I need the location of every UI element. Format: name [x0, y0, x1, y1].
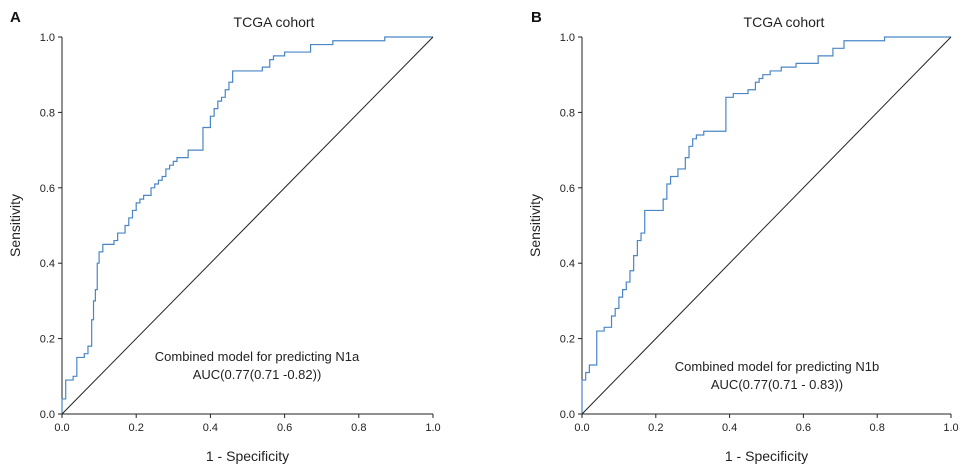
- y-tick-label: 0.4: [560, 258, 575, 270]
- y-tick-label: 0.2: [40, 334, 55, 346]
- panel-b: B TCGA cohort 0.0 0.2 0.4 0.6 0.8 1.0 0.0 0.2 0.4 0…: [484, 0, 968, 472]
- model-annotation: Combined model for predicting N1b: [675, 359, 880, 374]
- x-tick-label: 1.0: [943, 422, 958, 434]
- x-tick-label: 0.4: [722, 422, 737, 434]
- y-tick-label: 0.0: [40, 409, 55, 421]
- x-tick-label: 0.4: [203, 422, 218, 434]
- x-tick-label: 0.0: [54, 422, 69, 434]
- reference-diagonal-line: [61, 36, 434, 415]
- x-tick-label: 0.2: [129, 422, 144, 434]
- y-tick-label: 0.8: [560, 107, 575, 119]
- auc-annotation: AUC(0.77(0.71 - 0.83)): [711, 377, 843, 392]
- roc-chart-a: A TCGA cohort 0.0 0.2 0.4 0.6 0.8 1.0 0.0 0.2 0.4 0…: [7, 9, 441, 464]
- auc-annotation: AUC(0.77(0.71 -0.82)): [193, 367, 322, 382]
- roc-chart-b: B TCGA cohort 0.0 0.2 0.4 0.6 0.8 1.0 0.0 0.2 0.4 0…: [527, 9, 959, 464]
- x-tick-label: 1.0: [425, 422, 440, 434]
- reference-diagonal-line: [581, 36, 952, 415]
- panel-letter: B: [531, 9, 542, 26]
- y-tick-label: 0.6: [40, 183, 55, 195]
- x-tick-label: 0.6: [796, 422, 811, 434]
- x-axis-title: 1 - Specificity: [206, 448, 289, 464]
- y-tick-label: 1.0: [560, 32, 575, 44]
- y-axis-title: Sensitivity: [7, 194, 23, 257]
- roc-curve-line: [61, 36, 433, 414]
- x-axis-title: 1 - Specificity: [725, 448, 808, 464]
- y-axis-title: Sensitivity: [527, 194, 543, 257]
- panel-letter: A: [10, 9, 21, 26]
- y-tick-label: 1.0: [40, 32, 55, 44]
- roc-curve-line: [581, 36, 951, 414]
- x-tick-label: 0.8: [351, 422, 366, 434]
- chart-title: TCGA cohort: [234, 14, 315, 30]
- y-tick-label: 0.4: [40, 258, 55, 270]
- y-tick-label: 0.0: [560, 409, 575, 421]
- x-tick-label: 0.6: [277, 422, 292, 434]
- chart-title: TCGA cohort: [744, 14, 825, 30]
- panel-a: A TCGA cohort 0.0 0.2 0.4 0.6 0.8 1.0 0.0 0.2 0.4 0…: [7, 9, 441, 464]
- y-tick-label: 0.6: [560, 183, 575, 195]
- y-tick-label: 0.2: [560, 334, 575, 346]
- model-annotation: Combined model for predicting N1a: [155, 349, 360, 364]
- x-tick-label: 0.0: [574, 422, 589, 434]
- y-tick-label: 0.8: [40, 107, 55, 119]
- x-tick-label: 0.8: [870, 422, 885, 434]
- x-tick-label: 0.2: [648, 422, 663, 434]
